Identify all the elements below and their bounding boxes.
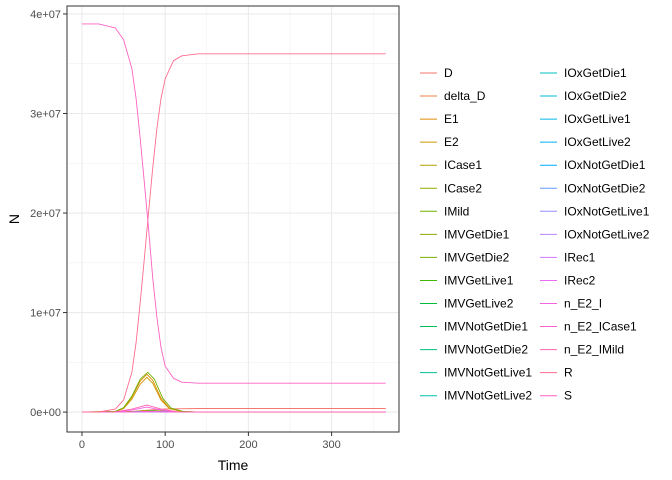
legend-label: ICase2 (444, 181, 482, 195)
legend-item: IRec2 (540, 273, 596, 287)
legend-label: IMVNotGetLive2 (444, 389, 532, 403)
legend-label: ICase1 (444, 158, 482, 172)
series-line-n-e2-icase1 (81, 410, 386, 413)
legend-label: IOxNotGetDie1 (564, 158, 646, 172)
legend-item: IOxNotGetLive1 (540, 204, 650, 218)
x-axis-title: Time (218, 457, 249, 473)
legend-item: IRec1 (540, 250, 596, 264)
legend-item: delta_D (420, 89, 486, 103)
y-tick-label: 0e+00 (30, 407, 61, 419)
legend-item: IOxNotGetDie1 (540, 158, 646, 172)
legend-label: n_E2_I (564, 297, 602, 311)
legend-label: IOxGetDie2 (564, 89, 627, 103)
legend-item: IMVGetDie1 (420, 227, 510, 241)
legend-label: IOxGetLive2 (564, 135, 631, 149)
legend-item: IOxNotGetDie2 (540, 181, 646, 195)
legend-item: R (540, 366, 573, 380)
legend-item: IMild (420, 204, 469, 218)
legend-label: IMVGetLive1 (444, 273, 514, 287)
legend-item: IMVNotGetDie2 (420, 343, 528, 357)
legend-label: D (444, 66, 453, 80)
x-axis-ticks: 0 100 200 300 (79, 432, 341, 451)
x-tick-label: 0 (79, 439, 85, 451)
panel-border (66, 5, 400, 433)
legend-label: E1 (444, 112, 459, 126)
legend-item: S (540, 389, 572, 403)
legend-item: IMVGetLive2 (420, 297, 514, 311)
legend-item: n_E2_ICase1 (540, 320, 637, 334)
legend-item: IMVNotGetLive2 (420, 389, 532, 403)
legend-label: IMVGetLive2 (444, 297, 514, 311)
legend-label: delta_D (444, 89, 486, 103)
x-tick-label: 100 (156, 439, 174, 451)
legend-label: IRec1 (564, 250, 596, 264)
y-tick-label: 1e+07 (30, 308, 61, 320)
panel-background (67, 6, 399, 432)
legend-item: IMVNotGetDie1 (420, 320, 528, 334)
legend-item: IOxNotGetLive2 (540, 227, 650, 241)
x-tick-label: 300 (322, 439, 340, 451)
legend-label: IOxNotGetLive1 (564, 204, 650, 218)
legend-item: D (420, 66, 453, 80)
legend-label: IOxGetDie1 (564, 66, 627, 80)
y-tick-label: 4e+07 (30, 9, 61, 21)
x-tick-label: 200 (239, 439, 257, 451)
legend-label: IOxNotGetDie2 (564, 181, 646, 195)
legend-item: IOxGetLive2 (540, 135, 631, 149)
y-tick-label: 2e+07 (30, 208, 61, 220)
legend-item: n_E2_I (540, 297, 602, 311)
legend-item: E1 (420, 112, 459, 126)
legend-label: E2 (444, 135, 459, 149)
y-tick-label: 3e+07 (30, 108, 61, 120)
y-axis-title: N (6, 214, 22, 224)
legend-label: IOxNotGetLive2 (564, 227, 650, 241)
legend-item: IOxGetDie2 (540, 89, 627, 103)
legend-label: R (564, 366, 573, 380)
legend-item: E2 (420, 135, 459, 149)
legend-label: IMild (444, 204, 469, 218)
legend-item: IMVGetLive1 (420, 273, 514, 287)
legend-item: n_E2_IMild (540, 343, 624, 357)
legend-label: IMVNotGetDie2 (444, 343, 528, 357)
series-line-s (82, 23, 386, 384)
series-lines (81, 23, 386, 413)
legend-label: IMVNotGetDie1 (444, 320, 528, 334)
legend-item: IOxGetDie1 (540, 66, 627, 80)
legend-label: IRec2 (564, 273, 596, 287)
legend-label: S (564, 389, 572, 403)
y-axis-ticks: 0e+00 1e+07 2e+07 3e+07 4e+07 (30, 9, 67, 419)
legend-item: IMVNotGetLive1 (420, 366, 532, 380)
legend-label: IMVGetDie1 (444, 227, 510, 241)
legend-item: ICase1 (420, 158, 482, 172)
series-line-n-e2-imild (81, 404, 386, 413)
series-line-r (81, 53, 386, 413)
grid-minor (67, 6, 399, 432)
legend-label: IMVNotGetLive1 (444, 366, 532, 380)
legend-label: IOxGetLive1 (564, 112, 631, 126)
legend-item: IOxGetLive1 (540, 112, 631, 126)
legend-label: n_E2_ICase1 (564, 320, 637, 334)
legend-item: IMVGetDie2 (420, 250, 510, 264)
legend-label: n_E2_IMild (564, 343, 624, 357)
legend-item: ICase2 (420, 181, 482, 195)
legend-label: IMVGetDie2 (444, 250, 510, 264)
